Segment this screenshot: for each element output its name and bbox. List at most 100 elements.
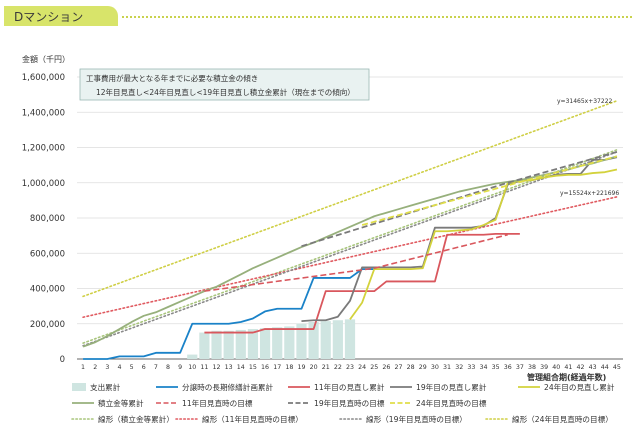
x-tick-label: 41 <box>564 364 572 371</box>
title-tab: Dマンション <box>4 6 118 26</box>
line-series <box>82 151 618 360</box>
series-line-11年目の見直し累計 <box>204 232 520 334</box>
series-line-24年目の見直し累計 <box>349 168 618 320</box>
x-tick-label: 25 <box>370 364 378 371</box>
x-tick-label: 29 <box>419 364 427 371</box>
x-tick-label: 31 <box>443 364 451 371</box>
legend-label: 11年目見直時の目標 <box>182 398 253 408</box>
x-tick-label: 27 <box>395 364 403 371</box>
bar-支出累計-19 <box>296 323 307 359</box>
annotation-line-1: 工事費用が最大となる年までに必要な積立金の傾き <box>86 73 258 83</box>
x-tick-label: 4 <box>117 364 121 371</box>
y-tick-label: 1,200,000 <box>22 144 65 154</box>
x-tick-label: 34 <box>479 364 487 371</box>
series-line-19年目の見直し累計 <box>301 156 618 323</box>
trend-line-線形11年目見直時の目標 <box>82 196 618 319</box>
y-tick-label: 200,000 <box>30 320 65 330</box>
x-tick-label: 5 <box>130 364 134 371</box>
bar-支出累計-15 <box>247 329 259 359</box>
x-tick-label: 7 <box>154 364 158 371</box>
x-tick-label: 6 <box>142 364 146 371</box>
annotation-box: 工事費用が最大となる年までに必要な積立金の傾き 12年目見直し<24年目見直し<… <box>79 68 370 101</box>
x-tick-label: 23 <box>346 364 354 371</box>
legend-swatch <box>72 383 86 391</box>
legend-label: 分譲時の長期修繕計画累計 <box>182 382 274 392</box>
x-tick-label: 16 <box>261 364 269 371</box>
y-tick-label: 600,000 <box>30 249 65 259</box>
y-tick-label: 1,000,000 <box>22 179 65 189</box>
x-tick-label: 40 <box>552 364 560 371</box>
target-line-19年目見直時の目標 <box>301 151 618 248</box>
bar-支出累計-20 <box>308 321 319 359</box>
target-line-24年目見直時の目標 <box>361 155 618 226</box>
x-tick-label: 39 <box>540 364 548 371</box>
x-tick-label: 44 <box>601 364 609 371</box>
gridlines <box>77 76 623 325</box>
x-tick-label: 28 <box>407 364 415 371</box>
chart-title: Dマンション <box>14 10 84 24</box>
bar-支出累計-10 <box>187 354 198 359</box>
x-tick-label: 42 <box>577 364 585 371</box>
bar-支出累計-21 <box>320 321 331 359</box>
x-axis-label: 管理組合期(経過年数) <box>527 372 606 382</box>
legend-label: 19年目見直時の目標 <box>314 398 385 408</box>
x-tick-label: 17 <box>273 364 281 371</box>
bar-支出累計-23 <box>344 319 356 359</box>
equation-label-upper: y=31465x+37222 <box>557 98 613 105</box>
legend-label: 積立金等累計 <box>98 398 144 408</box>
trend-lines <box>82 99 618 347</box>
x-tick-label: 33 <box>467 364 475 371</box>
x-tick-label: 1 <box>81 364 85 371</box>
annotation-box-bg <box>79 68 370 101</box>
series-line-積立金等累計 <box>82 155 618 348</box>
legend-label: 24年目の見直し累計 <box>544 382 615 392</box>
x-tick-label: 24 <box>358 364 366 371</box>
x-tick-label: 18 <box>285 364 293 371</box>
y-tick-label: 400,000 <box>30 285 65 295</box>
bar-支出累計-11 <box>199 332 210 359</box>
x-tick-label: 32 <box>455 364 463 371</box>
series-line-分譲時の長期修繕計画累計 <box>83 268 375 360</box>
trend-line-線形積立金等累計 <box>82 148 618 344</box>
trend-line-線形19年目見直時の目標 <box>82 151 618 347</box>
x-tick-label: 14 <box>237 364 245 371</box>
bar-series <box>187 319 356 359</box>
legend-label: 19年目の見直し累計 <box>416 382 487 392</box>
x-tick-label: 9 <box>178 364 182 371</box>
x-tick-label: 19 <box>297 364 305 371</box>
legend-label: 線形（19年目見直時の目標） <box>366 414 467 424</box>
x-tick-label: 2 <box>93 364 97 371</box>
legend-label: 線形（24年目見直時の目標） <box>512 414 613 424</box>
y-axis-label: 金額（千円） <box>22 54 70 64</box>
bar-支出累計-14 <box>235 329 246 359</box>
x-tick-label: 30 <box>431 364 439 371</box>
x-tick-label: 45 <box>613 364 621 371</box>
x-tick-label: 43 <box>589 364 597 371</box>
equation-label-lower: y=15524x+221696 <box>560 190 619 197</box>
y-tick-label: 1,400,000 <box>22 108 65 118</box>
legend-label: 24年目見直時の目標 <box>416 398 487 408</box>
bar-支出累計-16 <box>259 328 271 359</box>
axes: 0 200,000 400,000 600,000 800,000 1,000,000 1,… <box>22 73 623 371</box>
x-tick-label: 10 <box>188 364 196 371</box>
x-tick-label: 38 <box>528 364 536 371</box>
legend: 支出累計 分譲時の長期修繕計画累計 11年目の見直し累計 19年目の見直し累計 24年目… <box>71 382 615 424</box>
legend-label: 線形（積立金等累計） <box>98 414 174 424</box>
x-tick-label: 36 <box>504 364 512 371</box>
x-tick-label: 13 <box>225 364 233 371</box>
x-tick-label: 35 <box>492 364 500 371</box>
x-tick-label: 15 <box>249 364 257 371</box>
chart-header: Dマンション <box>4 6 636 28</box>
legend-label: 線形（11年目見直時の目標） <box>202 414 303 424</box>
y-tick-label: 800,000 <box>30 214 65 224</box>
bar-支出累計-12 <box>211 330 222 359</box>
y-tick-label: 1,600,000 <box>22 73 65 83</box>
bar-支出累計-18 <box>284 326 295 359</box>
x-tick-label: 20 <box>310 364 318 371</box>
x-tick-label: 26 <box>382 364 390 371</box>
x-tick-label: 21 <box>322 364 330 371</box>
x-tick-label: 3 <box>105 364 109 371</box>
legend-label: 支出累計 <box>90 382 121 392</box>
x-tick-label: 8 <box>166 364 170 371</box>
